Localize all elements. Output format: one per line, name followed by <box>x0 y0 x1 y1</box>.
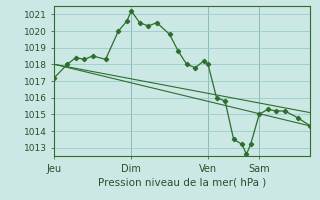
X-axis label: Pression niveau de la mer( hPa ): Pression niveau de la mer( hPa ) <box>98 178 267 188</box>
